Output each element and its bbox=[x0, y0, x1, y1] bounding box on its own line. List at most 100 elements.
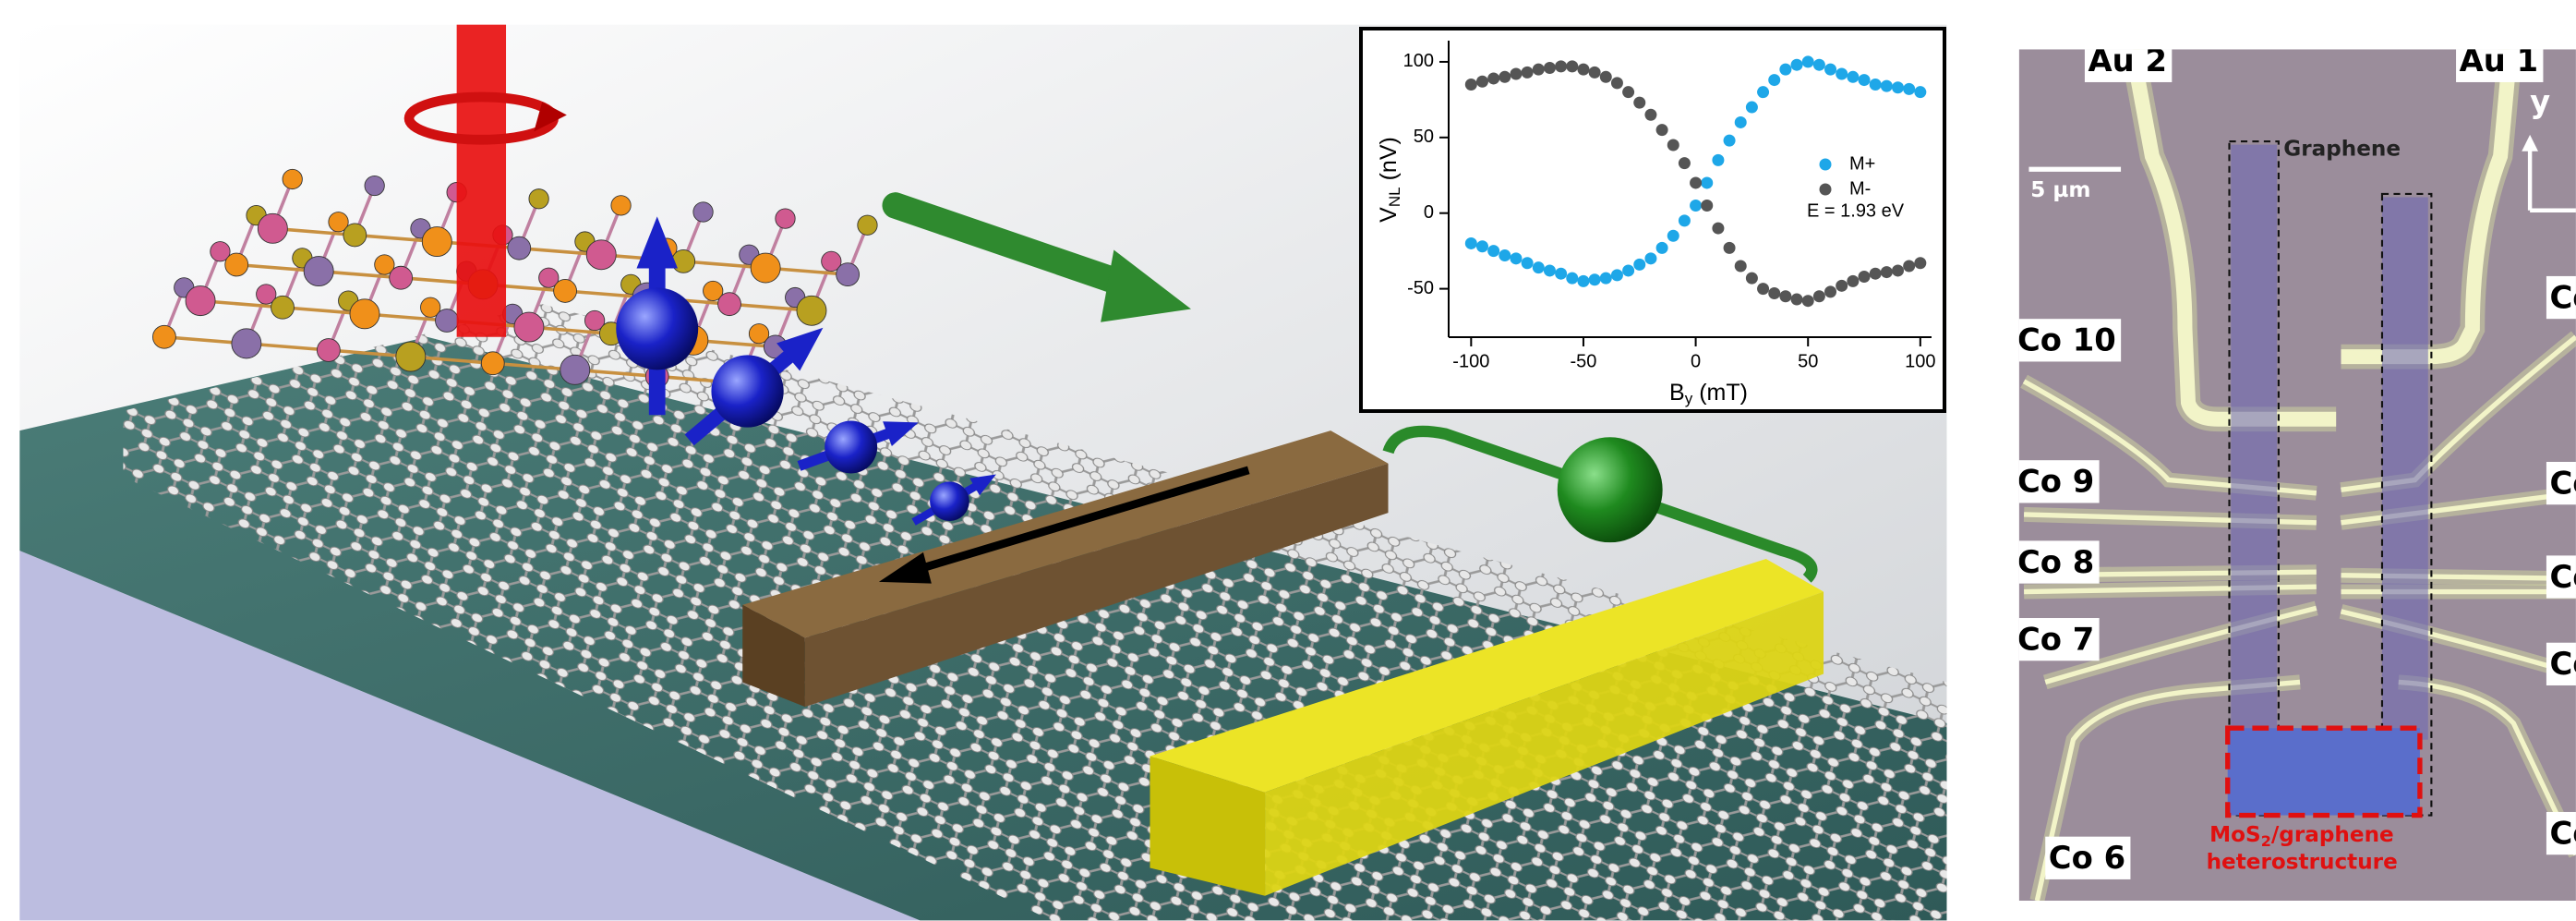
mos2-atom bbox=[508, 236, 531, 260]
voltmeter-sphere bbox=[1558, 437, 1663, 542]
mos2-atom bbox=[271, 296, 295, 319]
data-point bbox=[1847, 275, 1859, 287]
mos2-atom bbox=[283, 169, 302, 188]
data-point bbox=[1499, 71, 1511, 83]
data-point bbox=[1724, 135, 1736, 147]
data-point bbox=[1836, 68, 1848, 80]
data-point bbox=[1779, 64, 1791, 76]
x-tick-label: 0 bbox=[1691, 351, 1701, 371]
mos2-atom bbox=[858, 215, 877, 235]
label-subscript: 2 bbox=[2261, 832, 2271, 850]
y-axis-label: VNL(nV) bbox=[1376, 137, 1404, 223]
data-point bbox=[1644, 109, 1656, 121]
data-point bbox=[1611, 77, 1623, 89]
data-point bbox=[1476, 76, 1488, 88]
electrode-label: Co bbox=[2549, 559, 2576, 595]
data-point bbox=[1555, 60, 1567, 72]
data-point bbox=[1589, 67, 1601, 79]
mos2-atom bbox=[560, 355, 590, 384]
data-point bbox=[1656, 242, 1668, 254]
mos2-atom bbox=[586, 240, 616, 270]
mos2-atom bbox=[481, 352, 504, 375]
mos2-atom bbox=[317, 339, 340, 362]
data-point bbox=[1870, 268, 1882, 280]
data-point bbox=[1859, 271, 1871, 283]
axis-label: y bbox=[2530, 84, 2550, 120]
heterostructure-label: heterostructure bbox=[2207, 851, 2398, 875]
x-tick-label: -50 bbox=[1571, 351, 1597, 371]
spin-electron bbox=[825, 421, 877, 474]
data-point bbox=[1533, 261, 1545, 273]
data-point bbox=[1701, 176, 1713, 188]
data-point bbox=[1892, 81, 1904, 93]
data-point bbox=[1600, 273, 1612, 285]
mos2-atom bbox=[436, 309, 459, 333]
heterostructure-label: MoS2/graphene bbox=[2209, 822, 2394, 849]
electrode-label: Au 2 bbox=[2088, 42, 2167, 79]
mos2-atom bbox=[186, 286, 215, 316]
data-point bbox=[1577, 64, 1589, 76]
data-point bbox=[1465, 237, 1477, 249]
data-point bbox=[1802, 295, 1814, 307]
electrode-label: Co bbox=[2549, 815, 2576, 851]
mos2-atom bbox=[776, 209, 795, 228]
page: {"chart_data": {"type": "scatter", "xlab… bbox=[0, 0, 2576, 921]
data-point bbox=[1914, 86, 1926, 98]
channel-label: Graphene bbox=[2283, 137, 2401, 161]
mos2-atom bbox=[693, 202, 713, 222]
graphene-flake bbox=[2231, 145, 2277, 803]
graphene-flake bbox=[2382, 198, 2428, 740]
data-point bbox=[1611, 269, 1623, 281]
legend-marker bbox=[1820, 159, 1832, 171]
data-point bbox=[1881, 266, 1893, 278]
label-part: /graphene bbox=[2271, 822, 2394, 846]
electrode-label: Co bbox=[2549, 465, 2576, 501]
electrode bbox=[2341, 576, 2576, 579]
data-point bbox=[1566, 273, 1578, 285]
x-tick-label: -100 bbox=[1452, 351, 1489, 371]
label-part: (nV) bbox=[1376, 137, 1402, 180]
mos2-atom bbox=[225, 253, 248, 276]
data-point bbox=[1701, 200, 1713, 212]
data-point bbox=[1622, 264, 1634, 276]
data-point bbox=[1791, 59, 1803, 71]
data-point bbox=[1836, 280, 1848, 292]
data-point bbox=[1533, 64, 1545, 76]
y-tick-label: 50 bbox=[1414, 127, 1434, 147]
legend-label: M- bbox=[1849, 178, 1871, 199]
electrode-label: Au 1 bbox=[2460, 42, 2539, 79]
data-point bbox=[1746, 273, 1758, 285]
data-point bbox=[1465, 79, 1477, 91]
electrode-label: Co 8 bbox=[2017, 544, 2094, 580]
y-tick-label: -50 bbox=[1407, 278, 1434, 298]
data-point bbox=[1622, 86, 1634, 98]
data-point bbox=[1656, 124, 1668, 136]
data-point bbox=[1746, 102, 1758, 114]
y-tick-label: 0 bbox=[1424, 202, 1434, 223]
data-point bbox=[1589, 273, 1601, 285]
data-point bbox=[1667, 230, 1679, 242]
label-subscript: NL bbox=[1386, 187, 1403, 207]
data-point bbox=[1577, 275, 1589, 287]
data-point bbox=[1779, 290, 1791, 302]
data-point bbox=[1555, 268, 1567, 280]
data-point bbox=[1870, 79, 1882, 91]
y-tick-label: 100 bbox=[1403, 51, 1434, 71]
data-point bbox=[1813, 290, 1825, 302]
mos2-atom bbox=[718, 293, 741, 316]
data-point bbox=[1903, 83, 1915, 95]
mos2-atom bbox=[258, 213, 287, 243]
label-part: B bbox=[1669, 380, 1685, 406]
label-part: MoS bbox=[2209, 822, 2261, 846]
mos2-atom bbox=[152, 325, 175, 348]
data-point bbox=[1566, 60, 1578, 72]
mos2-atom bbox=[672, 249, 695, 273]
data-point bbox=[1476, 240, 1488, 252]
mos2-atom bbox=[611, 196, 631, 215]
data-point bbox=[1679, 157, 1691, 169]
data-point bbox=[1544, 264, 1556, 276]
data-point bbox=[1644, 252, 1656, 264]
data-point bbox=[1768, 287, 1780, 299]
data-point bbox=[1914, 257, 1926, 269]
data-point bbox=[1712, 154, 1724, 166]
